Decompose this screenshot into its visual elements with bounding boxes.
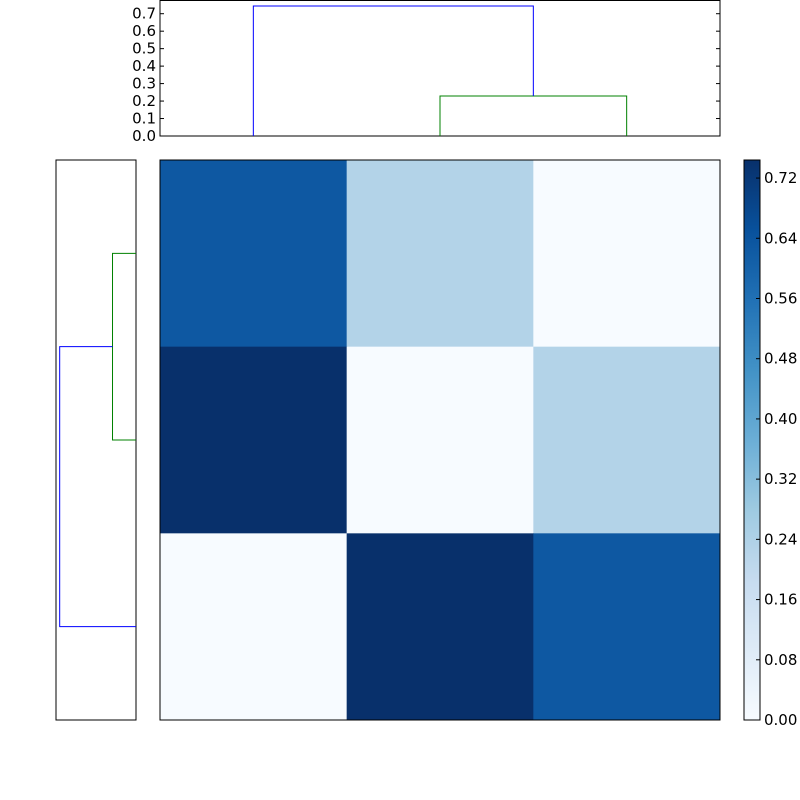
y-tick-label: 0.0 [132,127,156,145]
colorbar-tick-label: 0.24 [764,530,797,548]
heatmap-cell-r0-c0 [160,160,348,348]
left-dendrogram [55,159,137,721]
heatmap-cell-r2-c0 [160,533,348,721]
heatmap-cell-r1-c2 [533,346,721,534]
colorbar-tick-label: 0.56 [764,289,797,307]
top-dendrogram-link-1 [252,5,534,136]
y-tick-label: 0.4 [132,57,156,75]
heatmap [159,159,721,721]
y-tick-label: 0.3 [132,75,156,93]
heatmap-cell-r2-c1 [346,533,534,721]
heatmap-cell-r0-c2 [533,160,721,348]
heatmap-cell-r1-c0 [160,346,348,534]
colorbar-tick-label: 0.72 [764,169,797,187]
heatmap-frame [159,159,721,721]
colorbar-tick-label: 0.08 [764,651,797,669]
y-tick-label: 0.1 [132,110,156,128]
y-tick-label: 0.2 [132,92,156,110]
colorbar-tick-label: 0.48 [764,350,797,368]
colorbar-tick-label: 0.16 [764,591,797,609]
left-dendrogram-link-1 [59,346,136,628]
heatmap-cell-r2-c2 [533,533,721,721]
colorbar: 0.00 0.08 0.16 0.24 0.32 0.40 0.48 0.56 0.64 0.72 [743,159,797,729]
top-dendrogram: 0.00.10.20.30.40.50.60.7 [132,0,721,145]
colorbar-tick-label: 0.00 [764,711,797,729]
colorbar-tick-label: 0.64 [764,229,797,247]
colorbar-gradient [743,159,761,721]
colorbar-tick-label: 0.40 [764,410,797,428]
colorbar-tick-label: 0.32 [764,470,797,488]
y-tick-label: 0.7 [132,5,156,23]
y-tick-label: 0.5 [132,40,156,58]
heatmap-cell-r1-c1 [346,346,534,534]
y-tick-label: 0.6 [132,22,156,40]
heatmap-cell-r0-c1 [346,160,534,348]
